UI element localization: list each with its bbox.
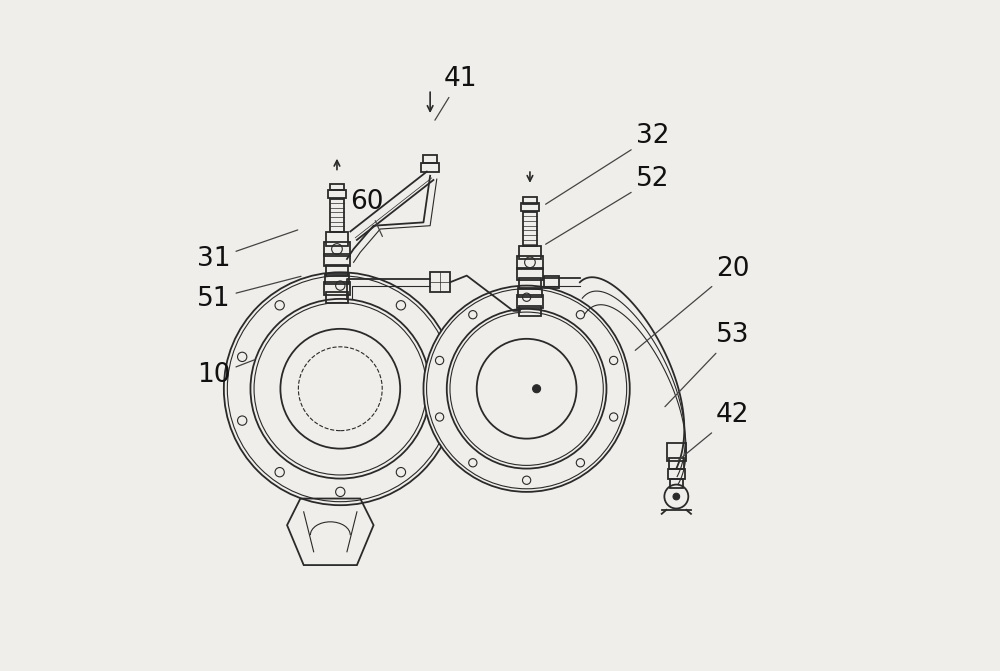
Text: 32: 32 bbox=[546, 123, 670, 204]
Bar bbox=[326, 293, 348, 303]
Circle shape bbox=[673, 493, 680, 500]
Bar bbox=[668, 468, 685, 479]
Bar bbox=[330, 199, 344, 232]
Bar bbox=[518, 288, 542, 297]
Bar bbox=[523, 197, 537, 204]
Text: 51: 51 bbox=[197, 276, 301, 312]
Circle shape bbox=[224, 272, 457, 505]
Bar bbox=[519, 305, 541, 316]
Bar bbox=[521, 203, 539, 211]
Bar bbox=[326, 265, 348, 276]
Text: 10: 10 bbox=[197, 360, 255, 389]
Bar bbox=[670, 478, 683, 488]
Text: 60: 60 bbox=[350, 189, 384, 236]
Bar bbox=[326, 232, 348, 246]
Bar bbox=[324, 282, 350, 295]
Bar bbox=[328, 190, 346, 198]
Bar bbox=[523, 213, 537, 246]
Bar bbox=[667, 443, 686, 461]
Bar bbox=[423, 155, 437, 163]
Text: 52: 52 bbox=[546, 166, 670, 244]
Circle shape bbox=[423, 286, 630, 492]
Bar bbox=[421, 163, 439, 172]
Text: 41: 41 bbox=[435, 66, 477, 120]
Text: 20: 20 bbox=[635, 256, 750, 350]
Bar bbox=[430, 272, 450, 293]
Text: 42: 42 bbox=[678, 403, 750, 460]
Circle shape bbox=[533, 384, 541, 393]
Bar bbox=[324, 242, 350, 256]
Bar bbox=[669, 458, 684, 468]
Bar bbox=[324, 254, 350, 266]
Bar bbox=[517, 295, 543, 308]
Bar bbox=[517, 256, 543, 269]
Bar bbox=[325, 274, 349, 284]
Text: 53: 53 bbox=[665, 323, 750, 407]
Text: 31: 31 bbox=[197, 230, 298, 272]
Bar bbox=[517, 268, 543, 280]
Bar bbox=[519, 246, 541, 259]
Bar bbox=[519, 278, 541, 289]
Bar bbox=[330, 184, 344, 191]
Bar bbox=[544, 276, 559, 289]
